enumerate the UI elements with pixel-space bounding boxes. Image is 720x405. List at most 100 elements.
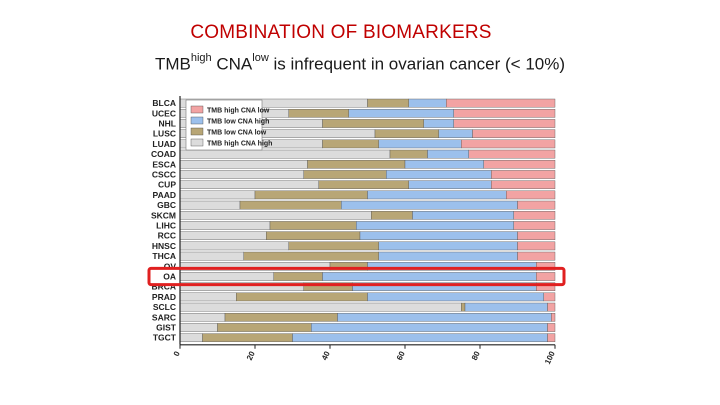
bar-cscc-series-3: [491, 170, 556, 179]
x-tick-label-60: 60: [395, 349, 407, 361]
bar-nhl-series-3: [453, 119, 556, 128]
bar-sclc-series-0: [179, 302, 462, 312]
x-tick-label-40: 40: [320, 349, 332, 361]
bar-luad-series-3: [461, 139, 556, 149]
category-label-hnsc: HNSC: [152, 241, 176, 251]
bar-skcm-series-1: [371, 210, 413, 220]
category-label-luad: LUAD: [152, 139, 176, 149]
bar-thca-series-0: [179, 251, 244, 261]
bar-prad-series-3: [543, 292, 556, 302]
bar-prad-series-2: [367, 292, 544, 302]
bar-esca-series-3: [483, 159, 556, 169]
bar-coad-series-2: [427, 149, 469, 159]
bar-rcc-series-0: [179, 231, 267, 241]
category-label-coad: COAD: [151, 149, 176, 159]
legend-swatch-1: [190, 127, 204, 136]
bar-thca-series-1: [243, 251, 379, 261]
bar-cup-series-1: [318, 180, 409, 190]
bar-esca-series-0: [179, 159, 308, 169]
subtitle-cna: CNA: [211, 54, 253, 74]
bar-gist-series-1: [217, 323, 312, 332]
subtitle-tmb: TMB: [154, 54, 191, 74]
category-label-cscc: CSCC: [152, 170, 176, 180]
bar-skcm-series-2: [412, 210, 514, 220]
bar-cup-series-0: [179, 180, 319, 190]
bar-luad-series-2: [378, 139, 462, 149]
legend-label-2: TMB low CNA high: [207, 119, 269, 126]
bar-gbc-series-3: [517, 200, 556, 210]
bar-nhl-series-1: [322, 119, 424, 128]
bar-cscc-series-2: [386, 170, 492, 179]
bar-sarc-series-0: [179, 313, 226, 322]
category-label-ucec: UCEC: [152, 108, 176, 118]
bar-coad-series-1: [389, 149, 428, 159]
category-label-skcm: SKCM: [151, 210, 176, 220]
legend-swatch-2: [190, 116, 204, 125]
bar-blca-series-1: [367, 98, 409, 108]
bar-rcc-series-2: [359, 231, 518, 241]
bar-hnsc-series-2: [378, 241, 518, 251]
x-tick-label-0: 0: [172, 349, 182, 357]
bar-sclc-series-1: [461, 302, 466, 312]
bar-sarc-series-2: [337, 313, 552, 322]
bar-lihc-series-0: [179, 221, 271, 230]
category-label-sclc: SCLC: [153, 302, 176, 312]
category-label-nhl: NHL: [159, 119, 176, 129]
bar-oa-series-3: [536, 272, 556, 281]
bar-prad-series-1: [236, 292, 368, 302]
highlight-box-oa: [147, 266, 566, 287]
bar-ucec-series-2: [348, 108, 454, 118]
bar-sarc-series-3: [551, 313, 556, 322]
bar-hnsc-series-1: [288, 241, 379, 251]
bar-gbc-series-1: [239, 200, 342, 210]
category-label-blca: BLCA: [152, 98, 176, 108]
bar-thca-series-3: [517, 251, 556, 261]
category-label-sarc: SARC: [152, 312, 176, 322]
legend-label-0: TMB high CNA high: [207, 141, 272, 148]
bar-paad-series-0: [179, 190, 256, 200]
bar-cscc-series-1: [303, 170, 387, 179]
bar-sarc-series-1: [224, 313, 338, 322]
legend-label-1: TMB low CNA low: [207, 130, 267, 137]
bar-gist-series-0: [179, 323, 218, 332]
bar-paad-series-2: [367, 190, 507, 200]
category-label-brca: BRCA: [151, 282, 176, 292]
bar-nhl-series-2: [423, 119, 454, 128]
bar-rcc-series-3: [517, 231, 556, 241]
bar-sclc-series-2: [464, 302, 548, 312]
subtitle-sup-low: low: [252, 52, 269, 64]
bar-tgct-series-0: [179, 333, 203, 343]
category-label-lusc: LUSC: [153, 129, 176, 139]
bar-rcc-series-1: [266, 231, 361, 241]
legend-swatch-0: [190, 138, 204, 147]
bar-hnsc-series-3: [517, 241, 556, 251]
bar-gist-series-3: [547, 323, 556, 332]
bar-tgct-series-3: [547, 333, 556, 343]
bar-cscc-series-0: [179, 170, 304, 179]
bar-cup-series-2: [408, 180, 492, 190]
bar-paad-series-1: [254, 190, 368, 200]
bar-thca-series-2: [378, 251, 518, 261]
bar-blca-series-2: [408, 98, 447, 108]
bar-coad-series-3: [468, 149, 556, 159]
category-label-thca: THCA: [152, 251, 176, 261]
bar-oa-series-2: [322, 272, 537, 281]
bar-gbc-series-2: [341, 200, 518, 210]
legend-swatch-3: [190, 105, 204, 114]
bar-lihc-series-2: [356, 221, 514, 230]
category-label-gbc: GBC: [157, 200, 176, 210]
bar-lusc-series-3: [472, 129, 556, 139]
bar-oa-series-1: [273, 272, 323, 281]
bar-gist-series-2: [311, 323, 548, 332]
bar-lihc-series-1: [269, 221, 357, 230]
subtitle-sup-high: high: [190, 52, 212, 64]
bar-tgct-series-2: [292, 333, 548, 343]
bar-coad-series-0: [179, 149, 391, 159]
category-label-gist: GIST: [156, 323, 177, 333]
bar-tgct-series-1: [202, 333, 293, 343]
x-tick-label-80: 80: [470, 349, 482, 361]
x-tick-label-20: 20: [245, 349, 257, 361]
bar-gbc-series-0: [179, 200, 241, 210]
bar-skcm-series-0: [179, 210, 372, 220]
